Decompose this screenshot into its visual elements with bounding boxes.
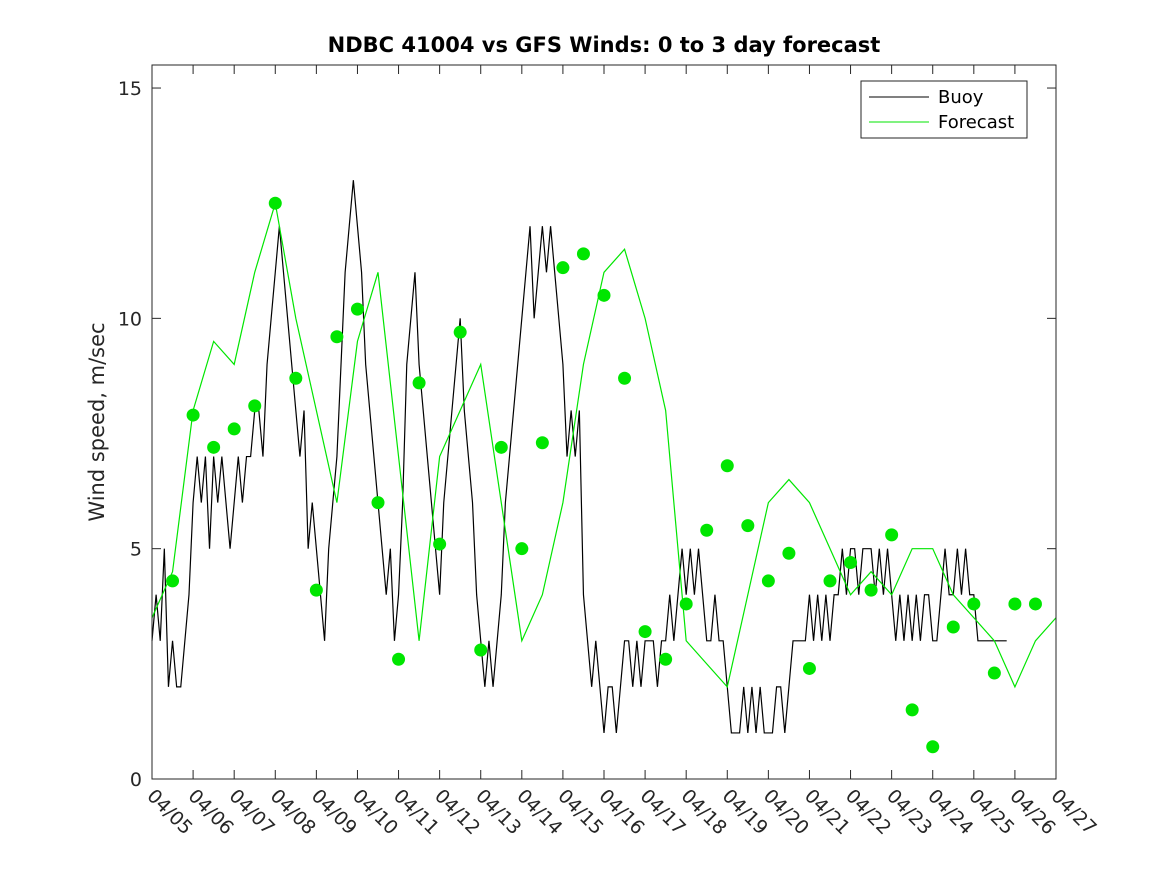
forecast-point [782,546,796,560]
forecast-point [453,325,467,339]
forecast-point [535,436,549,450]
forecast-point [207,440,221,454]
forecast-point [946,620,960,634]
y-tick-label: 15 [118,78,142,100]
x-tick-label: 04/07 [225,785,279,839]
forecast-point [350,302,364,316]
series-layer [151,180,1057,734]
forecast-point [556,261,570,275]
forecast-point [638,625,652,639]
x-tick-label: 04/14 [512,785,566,839]
plot-area [152,65,1056,779]
x-tick-label: 04/24 [923,785,977,839]
forecast-point [864,583,878,597]
x-tick-label: 04/21 [800,785,854,839]
chart-title: NDBC 41004 vs GFS Winds: 0 to 3 day fore… [328,33,881,57]
forecast-point [659,652,673,666]
x-tick-label: 04/05 [142,785,196,839]
forecast-point [330,330,344,344]
y-tick-label: 0 [130,769,142,791]
forecast-point [166,574,180,588]
forecast-point [227,422,241,436]
forecast-point [597,288,611,302]
legend-label-forecast: Forecast [938,112,1014,133]
forecast-point [679,597,693,611]
x-tick-label: 04/27 [1046,785,1100,839]
x-tick-label: 04/15 [553,785,607,839]
forecast-point [926,740,940,754]
forecast-point [392,652,406,666]
x-tick-label: 04/09 [307,785,361,839]
x-tick-label: 04/22 [841,785,895,839]
legend: Buoy Forecast [860,80,1028,139]
forecast-point [515,542,529,556]
forecast-point [412,376,426,390]
x-tick-label: 04/13 [471,785,525,839]
x-tick-label: 04/11 [389,785,443,839]
x-tick-label: 04/26 [1005,785,1059,839]
x-tick-label: 04/16 [594,785,648,839]
y-tick-label: 5 [130,539,142,561]
forecast-point [885,528,899,542]
forecast-point [802,661,816,675]
forecast-point [433,537,447,551]
forecast-point [741,519,755,533]
forecast-point [186,408,200,422]
forecast-point [823,574,837,588]
legend-box [860,80,1028,139]
forecast-point [987,666,1001,680]
forecast-point [494,440,508,454]
forecast-points-layer [166,196,1042,754]
x-tick-label: 04/06 [184,785,238,839]
forecast-point [618,371,632,385]
x-tick-label: 04/25 [964,785,1018,839]
x-tick-label: 04/23 [882,785,936,839]
forecast-point [700,523,714,537]
forecast-point [761,574,775,588]
x-tick-label: 04/17 [636,785,690,839]
forecast-point [720,459,734,473]
forecast-point [576,247,590,261]
forecast-point [844,556,858,569]
y-tick-label: 10 [118,308,142,330]
x-tick-label: 04/08 [266,785,320,839]
forecast-point [309,583,323,597]
legend-label-buoy: Buoy [938,87,984,108]
forecast-point [967,597,981,611]
y-axis-label: Wind speed, m/sec [85,322,109,521]
x-tick-label: 04/20 [759,785,813,839]
forecast-point [474,643,488,657]
forecast-point [289,371,303,385]
forecast-point [1008,597,1022,611]
x-tick-label: 04/19 [718,785,772,839]
forecast-point [268,196,282,210]
forecast-point [1028,597,1042,611]
forecast-point [248,399,262,413]
series-line-forecast [151,203,1057,689]
x-tick-label: 04/10 [348,785,402,839]
x-tick-label: 04/18 [677,785,731,839]
x-tick-label: 04/12 [430,785,484,839]
series-line-buoy [151,180,1007,734]
forecast-point [905,703,919,717]
forecast-point [371,496,385,510]
